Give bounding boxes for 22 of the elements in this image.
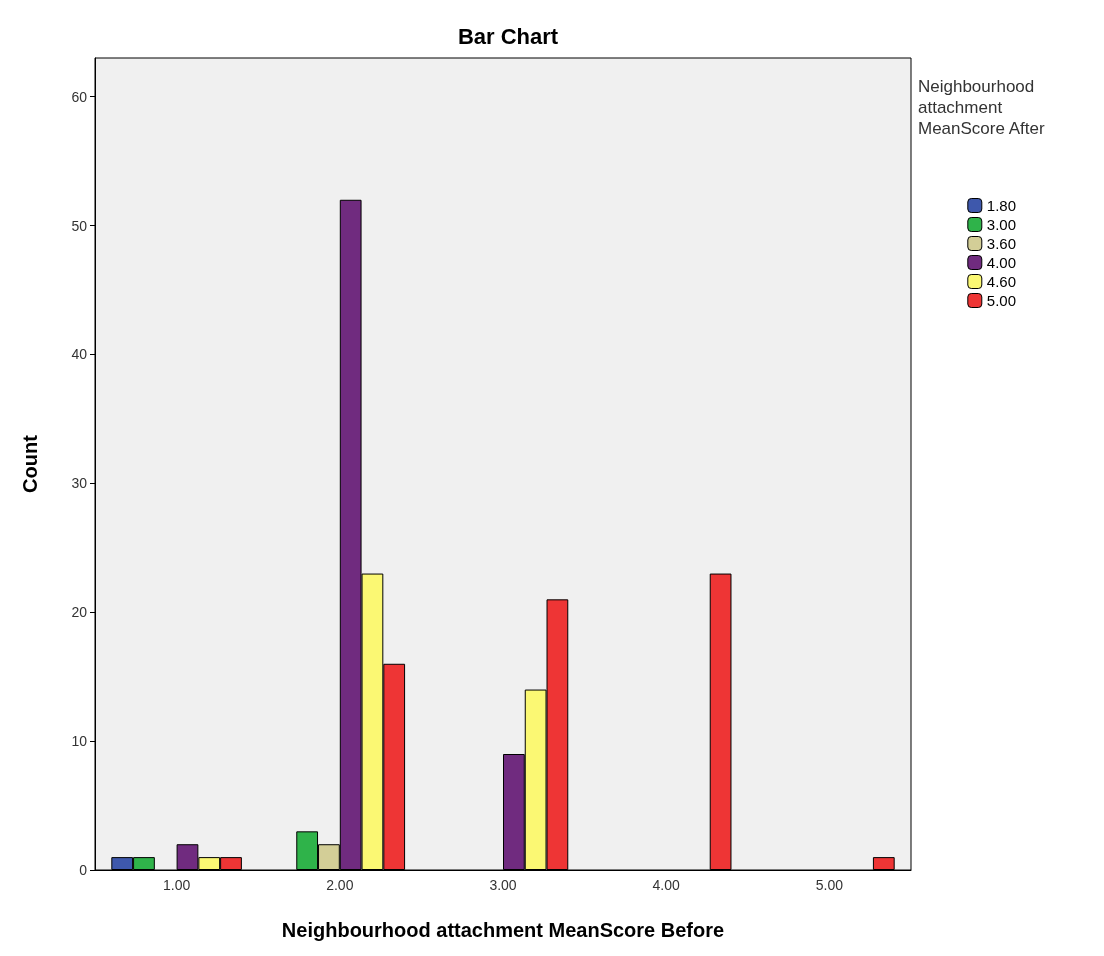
- legend-label: 1.80: [986, 197, 1017, 214]
- x-axis-title: Neighbourhood attachment MeanScore Before: [281, 919, 725, 941]
- y-tick-label: 60: [71, 88, 88, 105]
- y-tick-label: 0: [79, 862, 88, 878]
- y-tick-label: 20: [71, 604, 88, 621]
- x-tick-label: 1.00: [162, 877, 191, 893]
- legend-label: 4.60: [986, 273, 1017, 290]
- y-tick-label: 40: [71, 346, 88, 363]
- y-tick-label: 10: [71, 733, 88, 750]
- legend-label: 3.00: [986, 216, 1017, 233]
- y-tick-label: 50: [71, 217, 88, 234]
- chart-title: Bar Chart: [457, 23, 559, 49]
- x-tick-label: 5.00: [815, 877, 844, 893]
- legend-label: 5.00: [986, 292, 1017, 309]
- x-tick-label: 2.00: [326, 877, 354, 893]
- x-tick-label: 4.00: [652, 877, 681, 893]
- y-tick-label: 30: [71, 475, 88, 492]
- x-tick-label: 3.00: [489, 877, 517, 893]
- y-axis-title: Count: [19, 434, 41, 493]
- legend-title: Neighbourhood attachment MeanScore After: [918, 77, 1045, 138]
- legend-label: 3.60: [986, 235, 1017, 252]
- legend-label: 4.00: [986, 254, 1017, 271]
